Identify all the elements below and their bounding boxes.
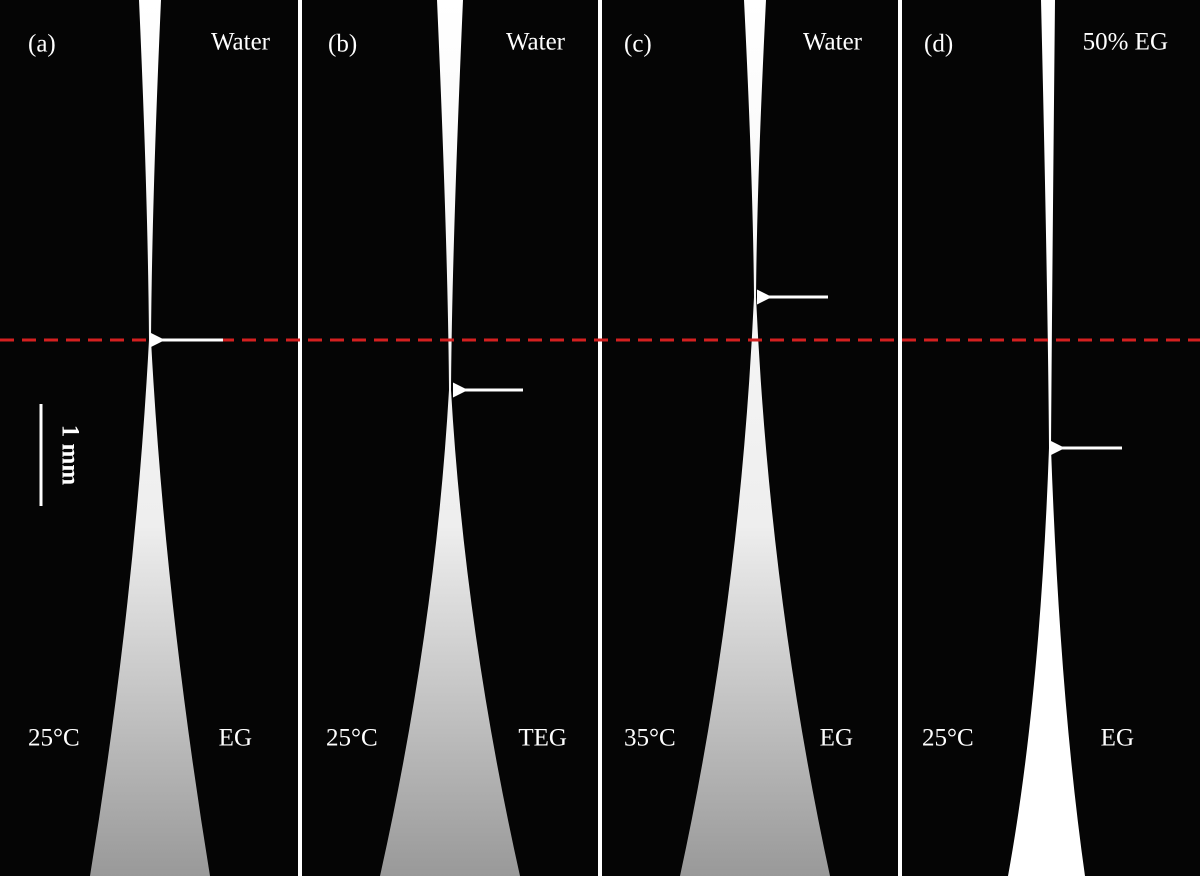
top-text: Water [506,29,566,56]
bottom-text: EG [219,725,252,752]
panel-label: (b) [328,31,357,58]
jet [380,0,520,876]
jet [1008,0,1085,876]
panel-label: (d) [924,31,953,58]
top-text: Water [803,29,863,56]
jet [680,0,830,876]
temperature: 35°C [624,725,676,752]
scale-label: 1 mm [56,425,83,486]
bottom-text: EG [820,725,853,752]
panel-label: (c) [624,31,652,58]
jet [90,0,210,876]
temperature: 25°C [326,725,378,752]
temperature: 25°C [28,725,80,752]
top-text: 50% EG [1083,29,1168,56]
panel-label: (a) [28,31,56,58]
bottom-text: EG [1101,725,1134,752]
temperature: 25°C [922,725,974,752]
top-text: Water [211,29,271,56]
bottom-text: TEG [518,725,567,752]
